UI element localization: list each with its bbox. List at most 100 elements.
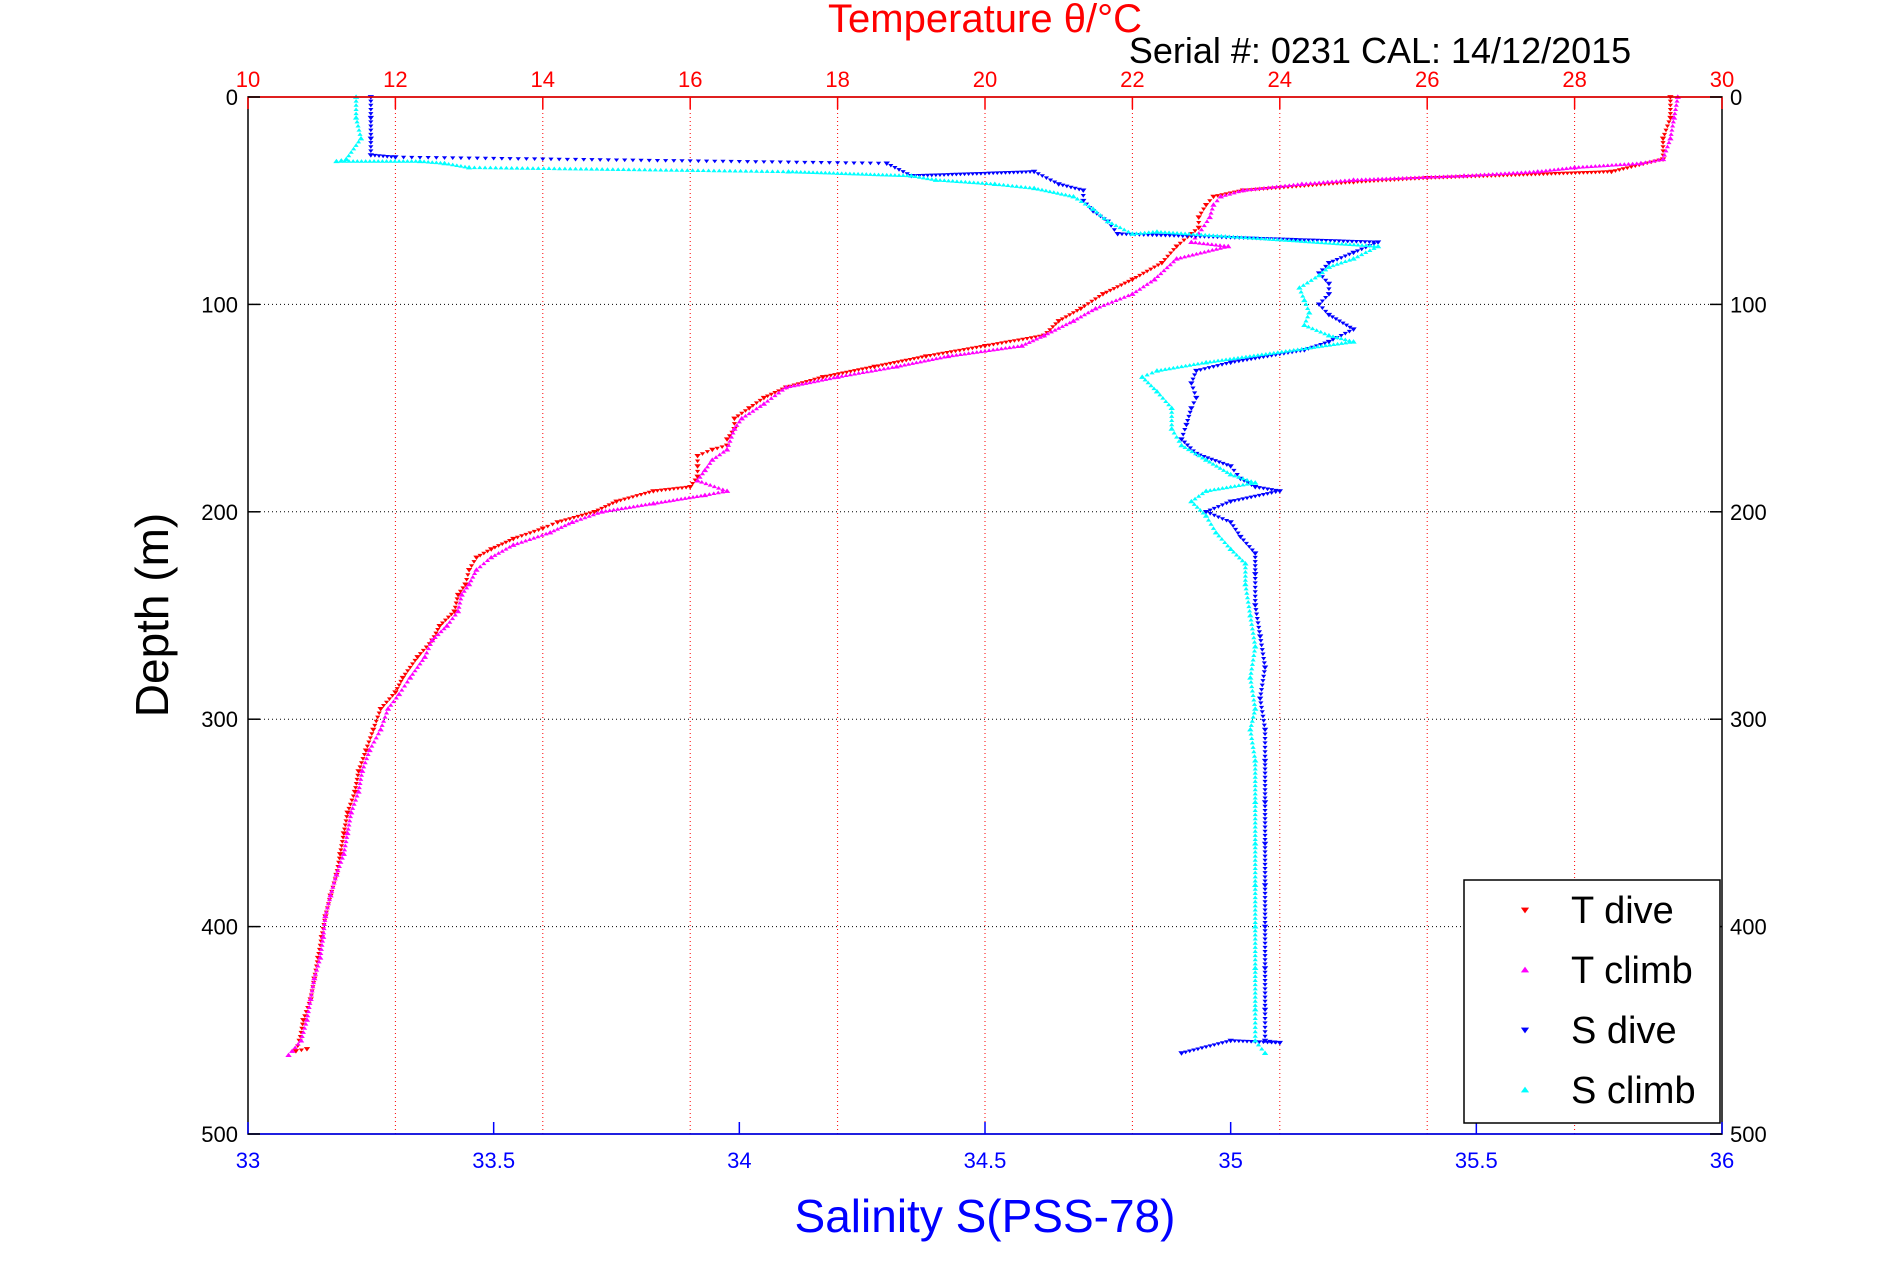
data-point [830, 171, 837, 175]
data-point [875, 161, 882, 166]
data-point [753, 160, 759, 164]
data-point [464, 585, 470, 590]
data-point [1253, 608, 1259, 612]
data-point [1235, 531, 1241, 536]
data-point [1262, 788, 1268, 792]
data-point [392, 155, 399, 160]
data-point [1247, 675, 1254, 680]
data-point [587, 511, 593, 516]
data-point [1349, 239, 1355, 244]
data-point [1190, 232, 1196, 236]
data-point [1121, 295, 1127, 299]
data-point [1190, 377, 1196, 382]
data-point [311, 980, 317, 985]
data-point [1314, 328, 1320, 332]
data-point [1252, 1011, 1258, 1016]
data-point [454, 597, 460, 602]
data-point [351, 802, 357, 806]
data-point [1202, 202, 1210, 208]
data-point [1580, 171, 1586, 175]
data-point [654, 489, 661, 493]
data-point [350, 806, 356, 810]
data-point [1252, 1006, 1259, 1012]
data-point [1142, 230, 1148, 235]
data-point [719, 445, 725, 449]
data-point [1184, 443, 1191, 448]
data-point [1144, 372, 1150, 377]
data-point [1178, 364, 1185, 369]
data-point [1204, 219, 1210, 223]
data-point [1259, 352, 1265, 357]
data-point [1149, 370, 1155, 375]
salinity-tick-label: 35.5 [1455, 1148, 1498, 1173]
data-point [839, 374, 845, 378]
data-point [1526, 170, 1533, 174]
data-point [540, 157, 546, 162]
data-point [1210, 461, 1216, 466]
data-point [1248, 357, 1254, 362]
data-point [750, 409, 756, 413]
data-point [944, 353, 952, 359]
data-point [828, 373, 834, 378]
data-point [1287, 348, 1293, 353]
data-point [1215, 515, 1221, 520]
data-point [1259, 683, 1265, 688]
data-point [1261, 719, 1267, 723]
data-point [447, 620, 453, 624]
data-point [342, 843, 348, 848]
data-point [575, 514, 581, 519]
data-point [711, 491, 717, 496]
data-point [880, 172, 886, 177]
data-point [602, 505, 609, 509]
data-point [1494, 171, 1500, 176]
data-point [1315, 344, 1321, 349]
data-point [868, 368, 874, 373]
data-point [514, 541, 520, 546]
data-point [662, 499, 668, 504]
data-point [1215, 1042, 1221, 1046]
data-point [1265, 185, 1271, 190]
data-point [1634, 161, 1640, 166]
data-point [727, 168, 733, 173]
data-point [787, 384, 793, 389]
data-point [1252, 994, 1258, 999]
data-point [663, 159, 669, 163]
data-point [1023, 170, 1029, 175]
data-point [971, 180, 977, 185]
data-point [344, 835, 350, 839]
data-point [551, 166, 557, 171]
data-point [1323, 264, 1329, 269]
data-point [583, 512, 589, 517]
data-point [1330, 263, 1336, 268]
data-point [1055, 319, 1062, 324]
data-point [1572, 171, 1578, 175]
data-point [402, 683, 408, 688]
data-point [990, 342, 997, 347]
data-point [1019, 170, 1025, 175]
data-point [1158, 261, 1166, 266]
data-point [439, 621, 446, 626]
data-point [571, 516, 577, 520]
data-point [353, 111, 359, 116]
data-point [1262, 879, 1268, 884]
data-point [945, 173, 951, 177]
data-point [417, 155, 423, 160]
data-point [1642, 160, 1648, 165]
data-point [1259, 710, 1265, 714]
data-point [1303, 302, 1309, 306]
data-point [572, 157, 579, 162]
data-point [350, 794, 356, 799]
data-point [1260, 652, 1266, 657]
data-point [785, 169, 792, 174]
data-point [491, 156, 497, 161]
data-point [1293, 238, 1299, 242]
data-point [321, 930, 327, 935]
data-point [1202, 359, 1210, 365]
data-point [329, 889, 335, 893]
data-point [1278, 184, 1284, 188]
data-point [1249, 740, 1256, 745]
data-point [318, 951, 324, 956]
data-point [551, 528, 557, 533]
data-point [1028, 336, 1034, 340]
data-point [1182, 428, 1188, 432]
